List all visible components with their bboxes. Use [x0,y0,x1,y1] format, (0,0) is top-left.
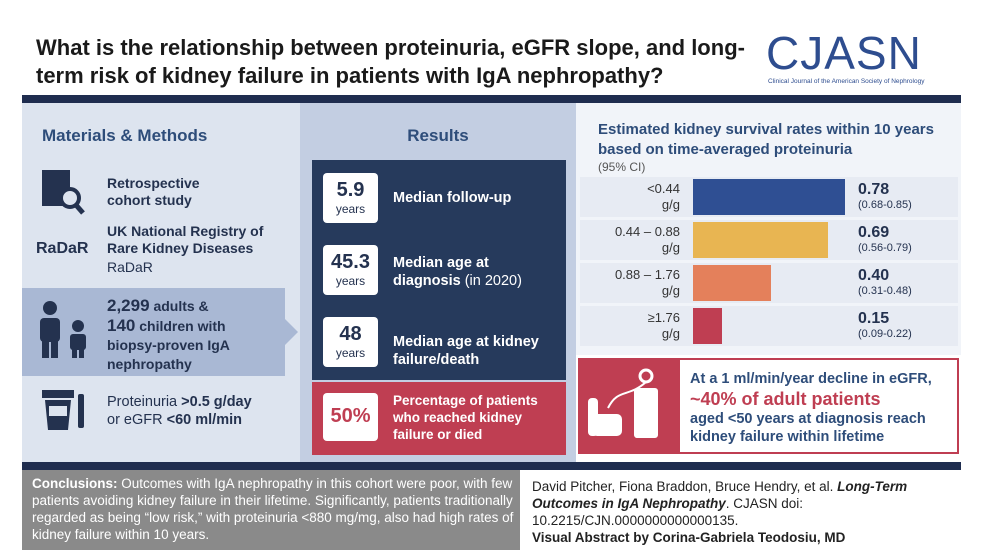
bar [693,265,771,301]
finding-lead: At a 1 ml/min/year decline in eGFR, [690,371,932,387]
people-icon [40,301,86,358]
stat-label: Median age at kidney failure/death [393,333,558,369]
ci: (0.56-0.79) [858,242,912,254]
value: 0.40 [858,267,890,284]
stat-label-text: Median age at kidney failure/death [393,334,539,368]
value-label: 0.69 (0.56-0.79) [858,224,912,254]
conclusions-label: Conclusions: [32,476,118,491]
stat-note: (in 2020) [464,273,522,289]
adults: adults & [153,298,209,314]
divider [22,462,961,470]
arrow [284,318,298,346]
row-background [580,306,958,346]
category-unit: g/g [661,326,680,341]
stat-value-box: 50% [323,393,378,441]
registry-name: UK National Registry of Rare Kidney Dise… [107,223,264,256]
criteria-text: Proteinuria [107,394,178,410]
article-title: Long-Term Outcomes in IgA Nephropathy [532,479,908,511]
stat-value: 45.3 [331,251,370,273]
children: children with [139,318,226,334]
doi: . CJASN doi: 10.2215/CJN.000000000000013… [532,496,804,528]
bar [693,179,846,215]
criteria-text: or eGFR [107,412,163,428]
category-label: ≥1.76 g/g [580,310,680,342]
value-label: 0.15 (0.09-0.22) [858,310,912,340]
bar [693,308,723,344]
citation: David Pitcher, Fiona Braddon, Bruce Hend… [532,478,952,546]
results-heading: Results [407,126,469,145]
study-type: Retrospective cohort study [107,175,200,208]
stat-value-box: 5.9 years [323,173,378,223]
category-unit: g/g [661,283,680,298]
category: <0.44 [647,181,680,196]
stat-value: 5.9 [336,179,365,201]
authors: David Pitcher, Fiona Braddon, Bruce Hend… [532,479,834,494]
ci: (0.31-0.48) [858,285,912,297]
value-label: 0.78 (0.68-0.85) [858,181,912,211]
value: 0.15 [858,310,890,327]
logo: CJASN [766,27,922,79]
category: 0.88 – 1.76 [614,267,680,282]
cohort: 2,299 adults & 140 children with biopsy-… [107,296,282,374]
stat-unit: years [335,202,366,216]
stat-unit: years [335,346,366,360]
divider [22,95,961,103]
criteria-value: <60 ml/min [166,412,242,428]
finding: At a 1 ml/min/year decline in eGFR, ~40%… [690,370,955,446]
ci: (0.68-0.85) [858,199,912,211]
adults-count: 2,299 [107,296,150,315]
title: What is the relationship between protein… [36,35,745,88]
category: 0.44 – 0.88 [614,224,680,239]
chart-subtitle: (95% CI) [598,160,646,174]
registry-short: RaDaR [107,259,153,275]
methods-heading: Materials & Methods [42,126,208,145]
criteria-value: >0.5 g/day [181,394,252,410]
category-unit: g/g [661,240,680,255]
category: ≥1.76 [647,310,680,325]
stat-value: 48 [339,323,362,345]
category-label: <0.44 g/g [580,181,680,213]
stat-value-box: 48 years [323,317,378,367]
finding-rest: aged <50 years at diagnosis reach kidney… [690,411,926,445]
children-count: 140 [107,316,136,335]
credit: Visual Abstract by Corina-Gabriela Teodo… [532,530,846,545]
ci: (0.09-0.22) [858,328,912,340]
criteria: Proteinuria >0.5 g/day or eGFR <60 ml/mi… [107,393,287,429]
value: 0.69 [858,224,890,241]
dialysis-icon [578,358,680,454]
stat-label: Percentage of patients who reached kidne… [393,393,538,442]
condition: biopsy-proven IgA nephropathy [107,337,230,372]
category-unit: g/g [661,197,680,212]
bar [693,222,828,258]
stat-value-box: 45.3 years [323,245,378,295]
value-label: 0.40 (0.31-0.48) [858,267,912,297]
cohort-box [22,288,285,376]
logo-subtitle: Clinical Journal of the American Society… [768,78,925,85]
document-icon [42,170,85,215]
stat-unit: years [335,274,366,288]
stat-label: Median age at diagnosis (in 2020) [393,254,558,290]
stat-label: Median follow-up [393,189,558,207]
chart-title: Estimated kidney survival rates within 1… [598,121,934,158]
registry-logo: RaDaR [36,240,89,257]
stat-label-text: Median follow-up [393,190,512,206]
cup-icon [42,390,84,430]
category-label: 0.44 – 0.88 g/g [580,224,680,256]
finding-highlight: ~40% of adult patients [690,389,881,409]
conclusions-box [22,470,520,550]
value: 0.78 [858,181,890,198]
category-label: 0.88 – 1.76 g/g [580,267,680,299]
stat-label-text: Median age at diagnosis [393,255,489,289]
conclusions: Conclusions: Outcomes with IgA nephropat… [32,475,514,543]
stat-value: 50% [330,405,371,427]
conclusions-text: Outcomes with IgA nephropathy in this co… [32,476,514,542]
